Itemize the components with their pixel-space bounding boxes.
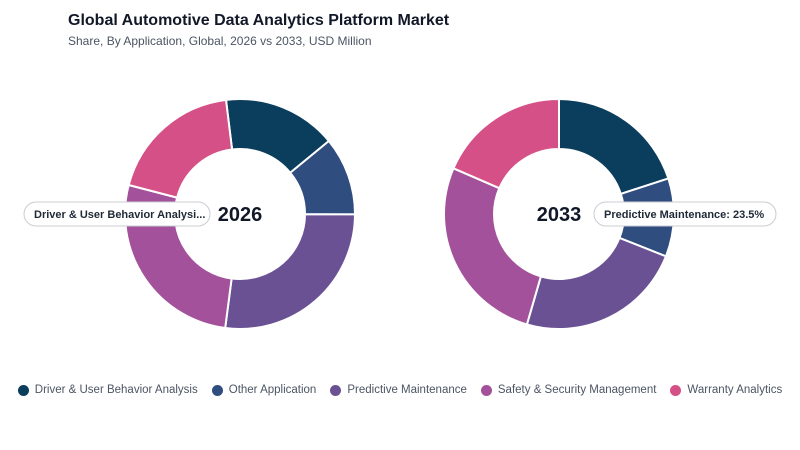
legend-item-other-application[interactable]: Other Application	[211, 384, 317, 396]
legend-swatch	[17, 384, 29, 396]
legend-label: Other Application	[228, 384, 317, 396]
slice-2026-predictive-maintenance[interactable]	[224, 213, 357, 330]
legend-label: Driver & User Behavior Analysis	[34, 384, 198, 396]
legend-label: Warranty Analytics	[687, 384, 783, 396]
legend-swatch	[670, 384, 682, 396]
legend-item-driver-and-user-behavior-analysis[interactable]: Driver & User Behavior Analysis	[17, 384, 198, 396]
chart-subtitle: Share, By Application, Global, 2026 vs 2…	[68, 34, 372, 48]
donut-chart-2033: 2033 Predictive Maintenance: 23.5%	[443, 97, 777, 330]
legend-label: Predictive Maintenance	[347, 384, 467, 396]
tooltip-text-2033: Predictive Maintenance: 23.5%	[604, 209, 764, 221]
donut-chart-2026: 2026 Driver & User Behavior Analysi...	[23, 98, 357, 330]
legend-swatch	[330, 384, 342, 396]
legend-item-predictive-maintenance[interactable]: Predictive Maintenance	[330, 384, 467, 396]
center-label-2033: 2033	[537, 204, 582, 226]
legend-swatch	[480, 384, 492, 396]
slice-2033-predictive-maintenance[interactable]	[525, 236, 668, 330]
slice-2033-driver-and-user-behavior-analysis[interactable]	[558, 97, 670, 196]
slice-2033-safety-and-security-management[interactable]	[443, 167, 543, 326]
legend-label: Safety & Security Management	[497, 384, 657, 396]
tooltip-2026: Driver & User Behavior Analysi...	[23, 201, 211, 227]
legend-item-safety-and-security-management[interactable]: Safety & Security Management	[480, 384, 657, 396]
tooltip-text-2026: Driver & User Behavior Analysi...	[34, 209, 205, 221]
center-label-2026: 2026	[218, 204, 263, 226]
tooltip-2033: Predictive Maintenance: 23.5%	[593, 201, 777, 227]
chart-title: Global Automotive Data Analytics Platfor…	[68, 12, 450, 29]
legend: Driver & User Behavior Analysis Other App…	[0, 384, 800, 396]
slice-2026-warranty-analytics[interactable]	[127, 98, 234, 199]
legend-swatch	[211, 384, 223, 396]
legend-item-warranty-analytics[interactable]: Warranty Analytics	[670, 384, 782, 396]
slice-2033-warranty-analytics[interactable]	[452, 97, 560, 190]
